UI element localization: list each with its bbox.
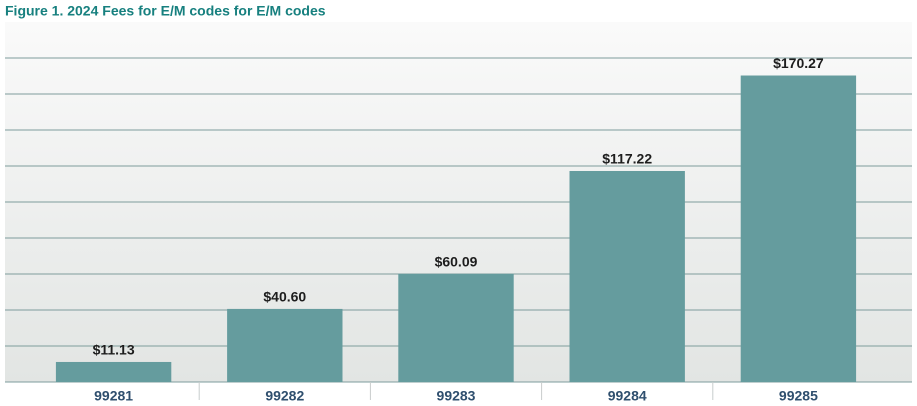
value-label: $11.13	[93, 342, 135, 358]
value-label: $170.27	[773, 55, 824, 71]
value-label: $40.60	[263, 289, 306, 305]
x-tick-label: 99284	[608, 388, 647, 404]
value-label: $117.22	[602, 151, 652, 167]
value-label: $60.09	[435, 254, 478, 270]
chart-title: Figure 1. 2024 Fees for E/M codes for E/…	[5, 3, 326, 19]
bar	[740, 75, 857, 382]
x-tick-label: 99285	[779, 388, 818, 404]
bar	[227, 308, 343, 382]
bar	[55, 361, 172, 382]
bar	[398, 273, 514, 382]
bar	[569, 171, 685, 382]
x-tick-label: 99281	[94, 388, 133, 404]
x-tick-label: 99282	[265, 388, 304, 404]
x-tick-label: 99283	[437, 388, 476, 404]
